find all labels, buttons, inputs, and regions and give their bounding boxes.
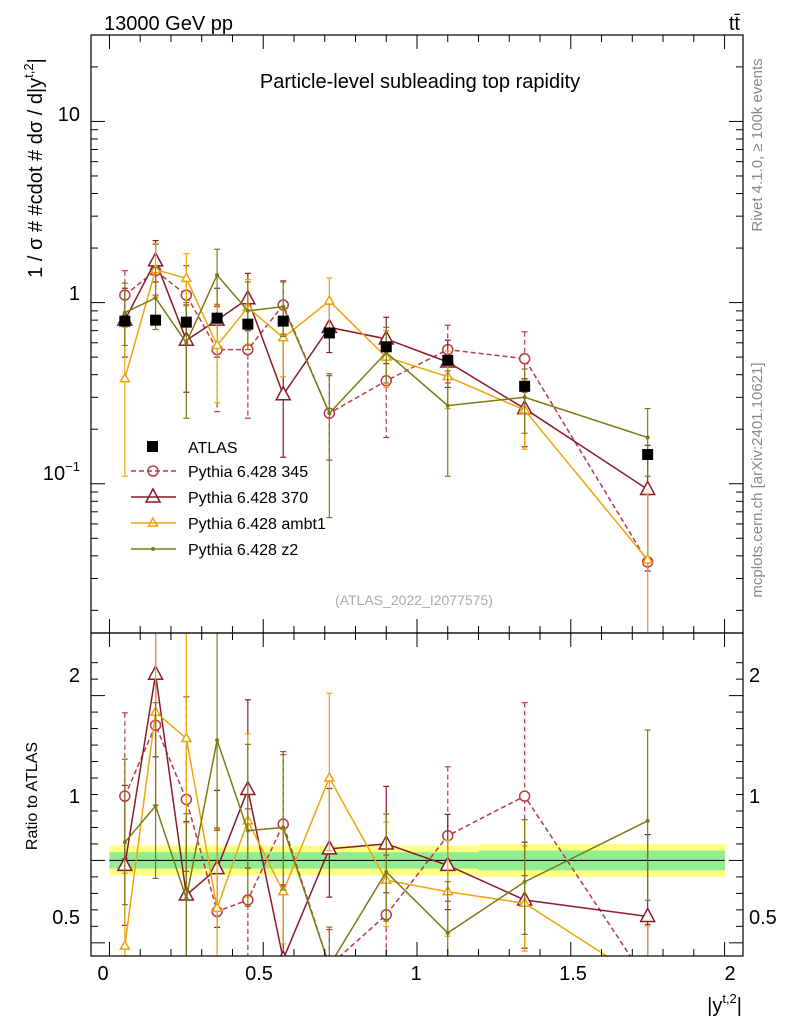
series-main-z2: [121, 248, 651, 519]
ratio-line-345: [124, 723, 632, 956]
atlas-point-0: [119, 315, 131, 327]
ratio-point-z2-9: [522, 879, 527, 884]
point-z2-6: [327, 411, 332, 416]
ratio-tick-label-right-0.5: 0.5: [749, 907, 777, 929]
point-ambt1-2: [180, 271, 193, 283]
ratio-tick-label-1: 1: [69, 786, 80, 808]
x-tick-label-0: 0: [97, 963, 108, 985]
source-label: mcplots.cern.ch [arXiv:2401.10621]: [749, 362, 766, 597]
ratio-point-370-5: [279, 949, 287, 956]
ratio-tick-label-2: 2: [69, 665, 80, 687]
point-z2-1: [153, 296, 158, 301]
y-tick-label-0.1: 10−1: [43, 459, 80, 485]
rivet-label: Rivet 4.1.0, ≥ 100k events: [749, 58, 766, 231]
y-tick-label-10: 10: [58, 104, 80, 126]
point-ambt1-3: [211, 338, 223, 350]
ratio-point-z2-5: [281, 825, 286, 830]
point-z2-0: [122, 310, 127, 315]
atlas-point-7: [380, 341, 392, 353]
series-main-atlas: [119, 312, 654, 461]
point-z2-2: [184, 340, 189, 345]
process-label: 13000 GeV pp: [104, 13, 233, 35]
ratio-point-z2-7: [384, 869, 389, 874]
analysis-watermark: (ATLAS_2022_I2077575): [335, 592, 493, 608]
y-tick-labels: 10 1 10−1: [43, 104, 80, 485]
ratio-tick-label-right-2: 2: [749, 665, 760, 687]
y-tick-label-1: 1: [69, 283, 80, 305]
ratio-point-z2-2: [184, 896, 189, 901]
point-ambt1-0: [119, 372, 131, 383]
ratio-point-z2-6: [327, 964, 331, 968]
point-z2-9: [522, 395, 527, 400]
x-tick-label-1.5: 1.5: [559, 963, 587, 985]
ratio-point-ambt1-6: [323, 771, 336, 782]
ratio-axis-label: Ratio to ATLAS: [24, 742, 41, 850]
ratio-point-ambt1-0: [119, 939, 131, 950]
ratio-tick-label-0.5: 0.5: [52, 907, 80, 929]
legend: ATLAS Pythia 6.428 345 Pythia 6.428 370 …: [131, 440, 326, 559]
x-tick-label-0.5: 0.5: [245, 963, 273, 985]
point-z2-5: [281, 304, 286, 309]
legend-label-345: Pythia 6.428 345: [188, 464, 308, 481]
point-z2-4: [245, 308, 250, 313]
ratio-point-ambt1-5: [277, 885, 289, 896]
ratio-tick-labels: 2 1 0.5 2 1 0.5: [52, 665, 777, 929]
ratio-point-z2-3: [215, 738, 220, 743]
legend-marker-370: [144, 487, 162, 503]
series-main-ambt1: [119, 242, 654, 633]
point-345-9: [518, 352, 531, 365]
x-axis-label: |yt,2|: [707, 991, 742, 1017]
atlas-point-3: [211, 312, 223, 324]
x-tick-label-1: 1: [410, 963, 421, 985]
atlas-point-4: [242, 318, 254, 330]
atlas-point-10: [642, 449, 654, 461]
ratio-point-ambt1-2: [180, 731, 193, 743]
atlas-point-8: [442, 354, 454, 366]
point-370-5: [274, 385, 292, 401]
point-ambt1-10: [641, 553, 654, 564]
ratio-point-z2-4: [245, 828, 250, 833]
series-ratio-z2: [121, 633, 651, 968]
axes: [91, 34, 743, 956]
atlas-point-6: [323, 327, 335, 339]
ratio-point-z2-0: [122, 840, 127, 845]
ratio-point-345-6: [324, 961, 334, 971]
ratio-point-ambt1-3: [211, 901, 223, 912]
legend-marker-345: [147, 465, 159, 477]
ratio-point-ambt1-10: [643, 977, 652, 985]
atlas-point-9: [519, 380, 531, 392]
x-tick-labels: 0 0.5 1 1.5 2: [97, 963, 735, 985]
final-state-label: tt̄: [729, 13, 741, 35]
x-tick-label-2: 2: [724, 963, 735, 985]
point-370-10: [639, 479, 656, 496]
ratio-point-370-10: [639, 906, 656, 923]
ratio-tick-label-right-1: 1: [749, 786, 760, 808]
point-z2-8: [445, 403, 450, 408]
legend-label-atlas: ATLAS: [188, 440, 238, 457]
legend-label-ambt1: Pythia 6.428 ambt1: [188, 516, 326, 533]
atlas-point-2: [180, 316, 192, 328]
ratio-series: [116, 633, 656, 987]
main-series: [116, 239, 656, 633]
legend-label-z2: Pythia 6.428 z2: [188, 542, 298, 559]
ratio-point-345-9: [518, 790, 531, 802]
chart-title: Particle-level subleading top rapidity: [260, 71, 580, 93]
point-z2-10: [645, 435, 650, 440]
y-axis-label: 1 / σ # #cdot # dσ / d|yt,2|: [21, 58, 47, 278]
ratio-point-z2-10: [645, 818, 650, 823]
ratio-point-345-10: [643, 977, 653, 987]
legend-label-370: Pythia 6.428 370: [188, 490, 308, 507]
ratio-point-z2-8: [445, 930, 450, 935]
point-ambt1-6: [323, 294, 336, 305]
ratio-point-z2-1: [153, 804, 158, 809]
legend-marker-ambt1: [147, 516, 159, 527]
ratio-uncertainty-bands: [109, 843, 726, 877]
point-z2-3: [215, 273, 220, 278]
atlas-point-1: [150, 314, 162, 326]
legend-marker-z2: [151, 547, 155, 551]
atlas-point-5: [277, 315, 289, 327]
ratio-line-370: [124, 674, 648, 956]
legend-marker-atlas: [147, 441, 158, 452]
